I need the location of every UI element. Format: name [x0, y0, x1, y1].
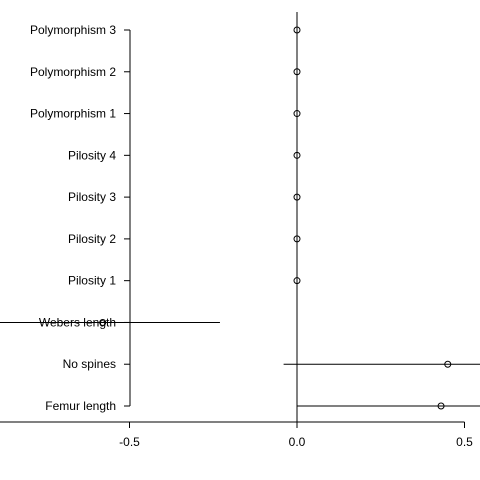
estimate-point: [293, 193, 301, 201]
estimate-point: [437, 402, 445, 410]
y-tick-label: Pilosity 3: [68, 190, 116, 204]
y-tick-label: Polymorphism 1: [30, 107, 116, 121]
y-tick-label: No spines: [63, 357, 116, 371]
y-tick-label: Polymorphism 3: [30, 23, 116, 37]
estimate-point: [293, 277, 301, 285]
x-tick-label: 0.0: [289, 435, 306, 449]
y-tick-label: Pilosity 2: [68, 232, 116, 246]
y-tick-label: Pilosity 1: [68, 274, 116, 288]
estimate-point: [293, 26, 301, 34]
estimate-point: [293, 68, 301, 76]
estimate-point: [99, 318, 107, 326]
x-tick-label: 0.5: [456, 435, 473, 449]
y-tick-label: Polymorphism 2: [30, 65, 116, 79]
x-tick-label: -0.5: [119, 435, 140, 449]
y-tick-label: Femur length: [45, 399, 116, 413]
estimate-point: [293, 151, 301, 159]
plot-marks: [0, 26, 480, 410]
estimate-point: [293, 235, 301, 243]
estimate-point: [444, 360, 452, 368]
estimate-point: [293, 110, 301, 118]
y-tick-label: Pilosity 4: [68, 148, 116, 162]
